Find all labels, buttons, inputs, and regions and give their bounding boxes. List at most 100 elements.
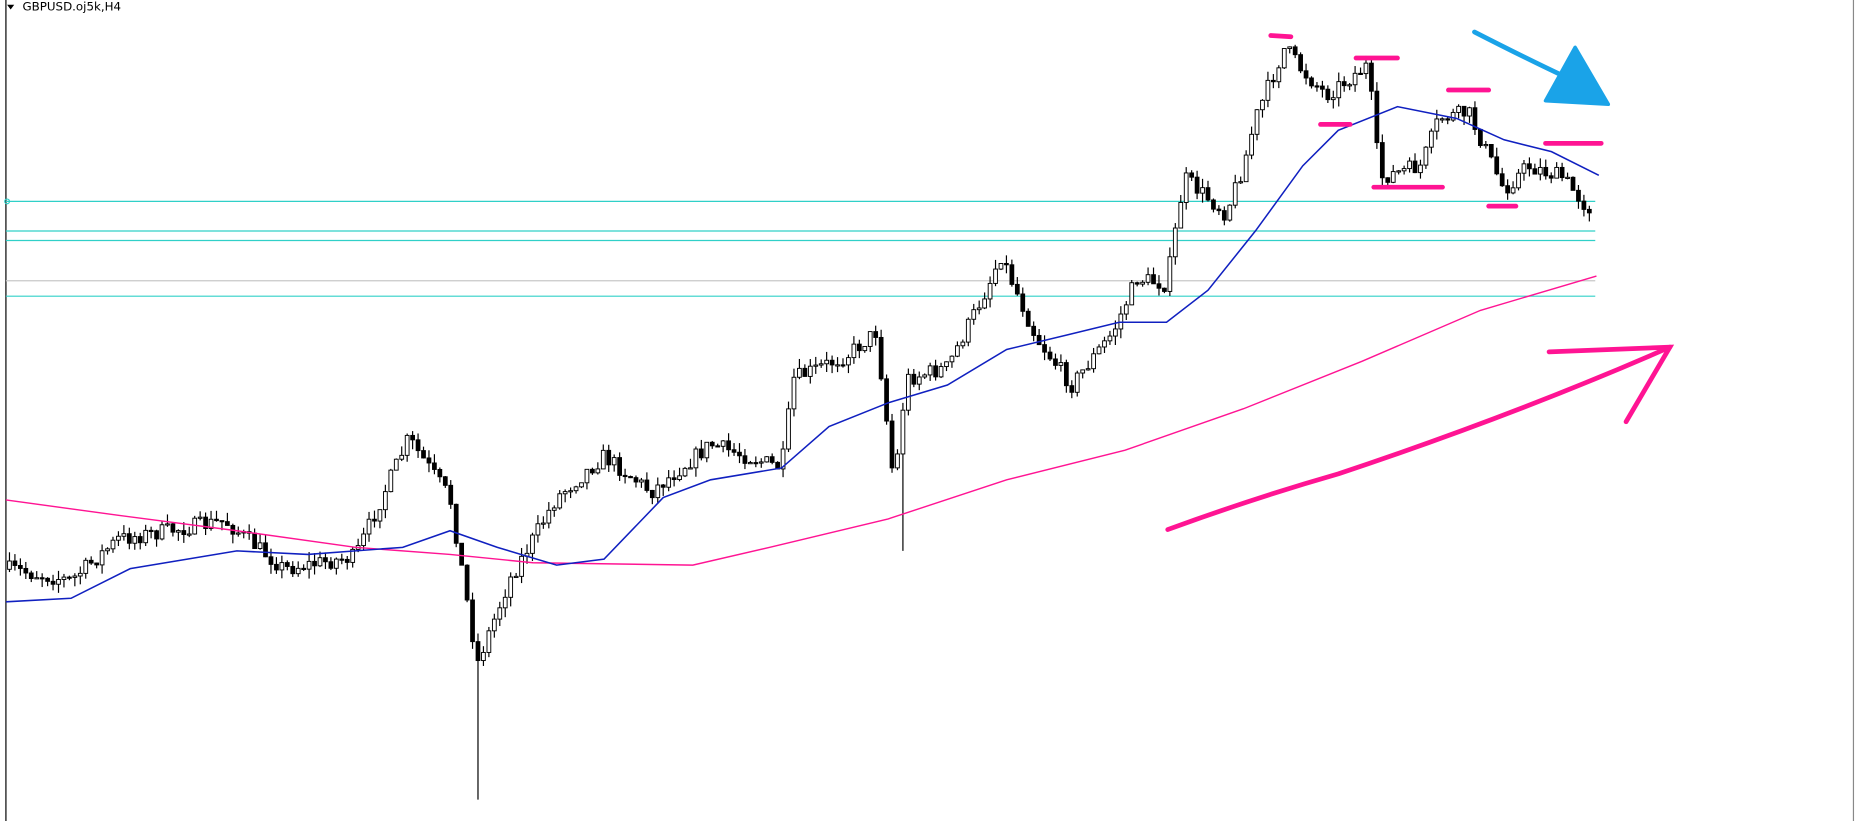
candle-body [110,539,116,550]
candle-body [824,359,830,365]
candle-body [916,376,922,385]
candle-body [976,307,982,311]
blue-arrow-head [1543,45,1611,107]
candle-body [497,607,503,620]
candle-body [1303,70,1309,79]
candle-body [1020,293,1026,312]
candle-body [1042,344,1047,353]
candle-body [1243,154,1249,183]
candle-body [639,479,644,483]
candle-body [1194,176,1200,194]
candle-body [263,542,268,558]
candle-body [938,366,944,378]
candle-body [1341,81,1347,87]
candle-body [1336,81,1342,99]
candle-body [268,556,274,565]
candle-body [900,409,906,455]
candle-body [1363,62,1369,75]
candle-body [306,560,312,570]
candle-body [606,449,612,466]
candle-body [1009,264,1015,285]
candle-body [584,468,590,484]
candle-body [448,484,454,505]
candle-body [1113,328,1118,337]
candle-body [470,599,475,643]
candle-body [1205,187,1211,201]
candle-body [1379,142,1385,179]
candle-body [197,516,203,519]
candle-body [1570,176,1576,191]
collapse-icon[interactable] [7,4,15,10]
blue-arrow [1472,29,1569,80]
candle-body [840,364,846,367]
candle-body [611,457,617,466]
candle-body [546,509,552,524]
candle-body [23,567,29,574]
candle-body [181,530,187,535]
candle-body [1401,168,1407,172]
candle-body [590,468,595,474]
candle-body [225,521,230,526]
candle-body [328,561,334,569]
candle-body [1499,173,1505,187]
candle-body [993,268,998,284]
candle-body [274,563,279,571]
candle-body [698,448,704,459]
candle-body [12,560,18,566]
candle-body [481,651,486,662]
candle-body [1516,172,1521,189]
candle-body [1025,310,1031,327]
candle-body [148,529,154,533]
candle-body [965,318,971,343]
candle-body [540,522,546,525]
candle-body [491,618,497,632]
candle-body [971,309,977,320]
candle-body [519,555,524,577]
candle-body [1047,351,1053,360]
candle-body [459,542,465,566]
candle-body [1091,353,1096,370]
candle-body [1238,181,1244,184]
slow-moving-average [5,275,1597,566]
candle-body [1428,130,1434,148]
swing-mark [1268,33,1294,40]
candle-body [1461,105,1467,117]
candle-body [895,453,900,469]
candle-body [655,484,661,499]
candle-body [802,367,808,377]
candle-body [1074,372,1080,393]
candle-body [159,524,165,540]
candle-body [388,469,394,493]
candle-body [1412,160,1418,174]
candle-body [208,518,214,529]
candle-body [61,576,67,580]
candle-body [949,355,955,363]
candle-body [219,520,225,523]
candle-body [284,562,290,567]
candle-body [835,364,840,367]
candle-body [671,477,677,481]
blue-annotation [1472,29,1611,107]
levels [4,198,1596,297]
candle-body [1548,175,1554,179]
candle-body [573,486,579,492]
candle-body [786,408,791,450]
candle-body [1004,262,1009,266]
candle-body [579,482,584,488]
candle-body [1325,88,1331,101]
drawing-annotations [1165,33,1675,532]
candle-body [502,596,508,609]
candle-body [7,560,12,570]
level-anchor [4,198,11,205]
candle-body [955,345,960,357]
candle-body [486,630,492,653]
candle-body [1031,325,1037,336]
candle-body [742,455,748,464]
candle-body [1287,46,1293,50]
candle-body [404,434,410,456]
candle-body [1565,176,1570,179]
candle-body [1309,77,1314,87]
candle-body [1249,133,1254,156]
candle-body [677,475,682,481]
